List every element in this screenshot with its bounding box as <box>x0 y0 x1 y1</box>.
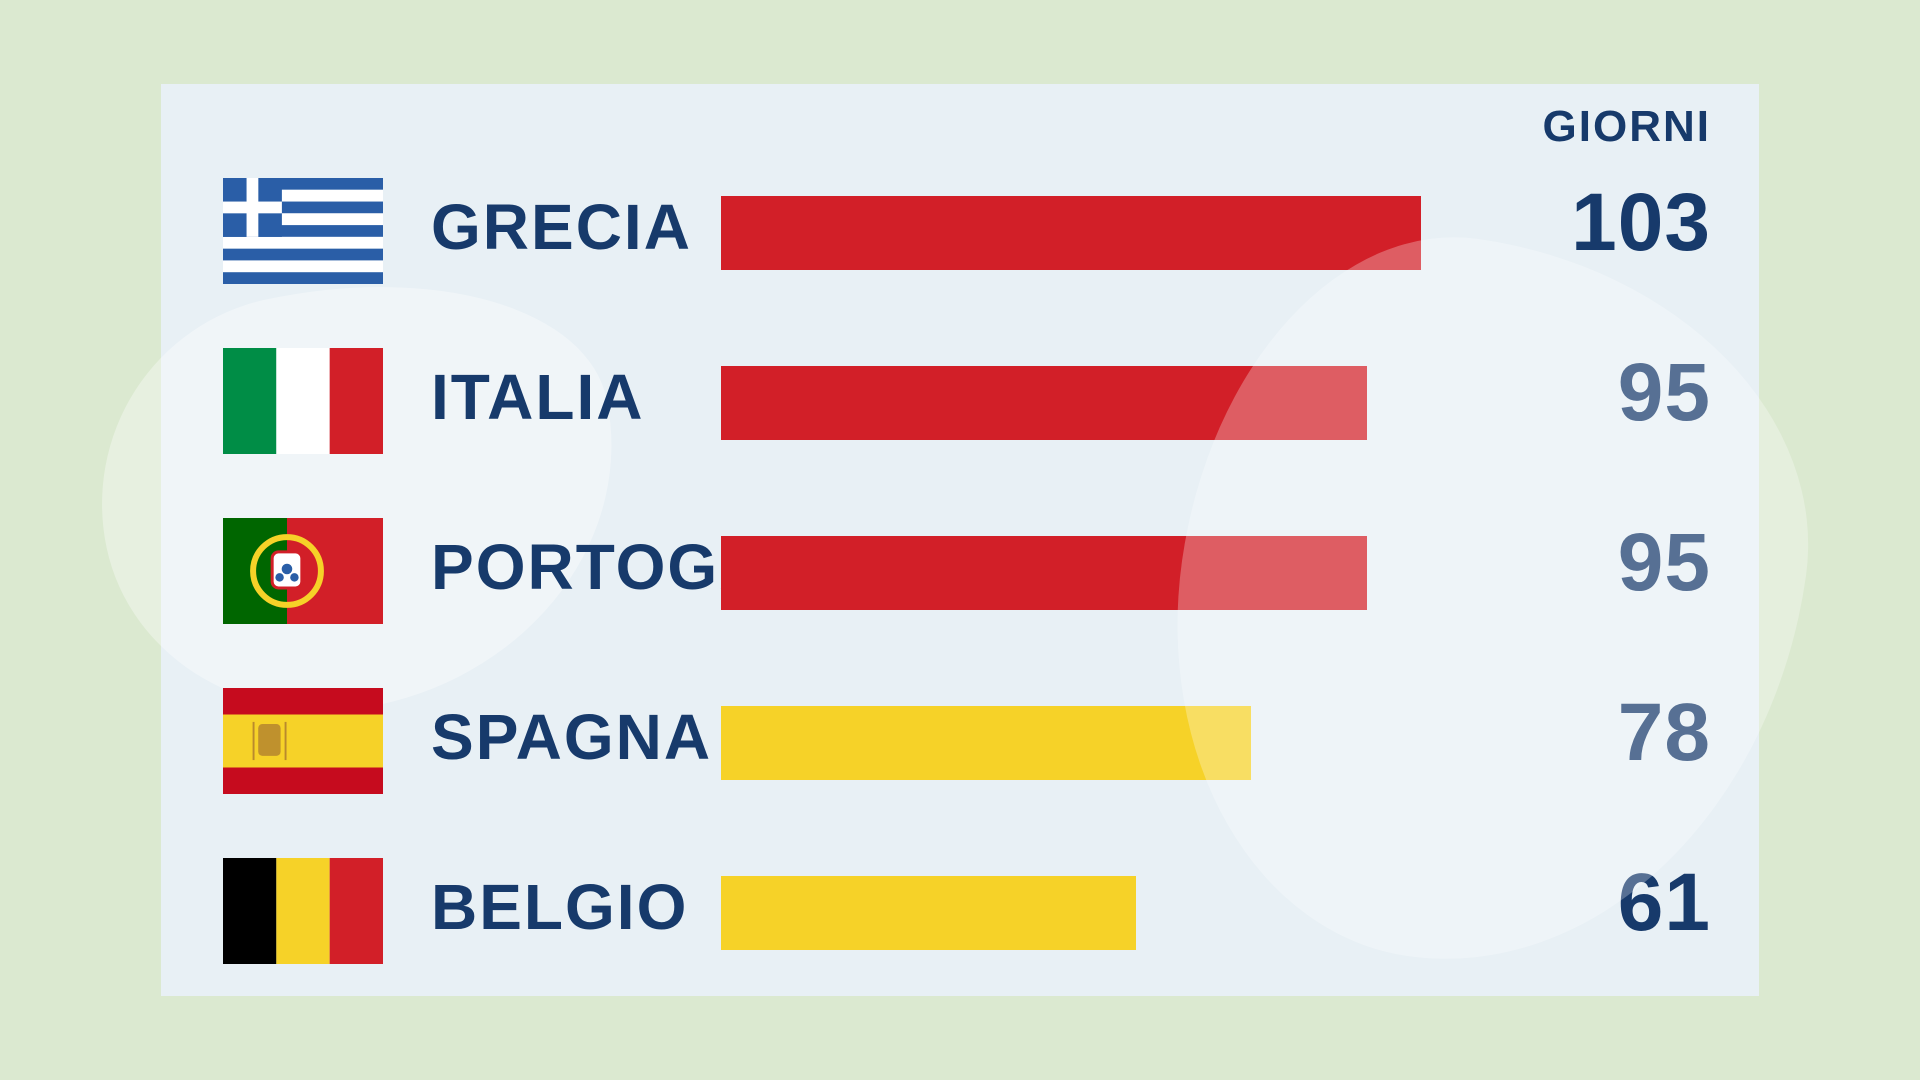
chart-panel: GIORNI GRECIA 103 ITALIA 95 PORTO <box>161 84 1759 996</box>
bar <box>721 366 1367 440</box>
country-label: GRECIA <box>431 190 692 264</box>
bar <box>721 196 1421 270</box>
chart-row: PORTOGALLO 95 <box>161 486 1759 656</box>
flag-icon <box>223 178 383 284</box>
value-label: 95 <box>1531 516 1711 610</box>
chart-row: BELGIO 61 <box>161 826 1759 996</box>
chart-row: ITALIA 95 <box>161 316 1759 486</box>
chart-row: GRECIA 103 <box>161 146 1759 316</box>
value-label: 103 <box>1531 176 1711 270</box>
header-label: GIORNI <box>1543 102 1711 152</box>
bar <box>721 706 1251 780</box>
value-label: 61 <box>1531 856 1711 950</box>
country-label: BELGIO <box>431 870 688 944</box>
flag-icon <box>223 858 383 964</box>
flag-icon <box>223 688 383 794</box>
bar <box>721 876 1136 950</box>
country-label: SPAGNA <box>431 700 712 774</box>
flag-icon <box>223 348 383 454</box>
chart-row: SPAGNA 78 <box>161 656 1759 826</box>
value-label: 95 <box>1531 346 1711 440</box>
country-label: ITALIA <box>431 360 644 434</box>
value-label: 78 <box>1531 686 1711 780</box>
chart-rows: GRECIA 103 ITALIA 95 PORTOGALLO 95 <box>161 146 1759 996</box>
flag-icon <box>223 518 383 624</box>
bar <box>721 536 1367 610</box>
